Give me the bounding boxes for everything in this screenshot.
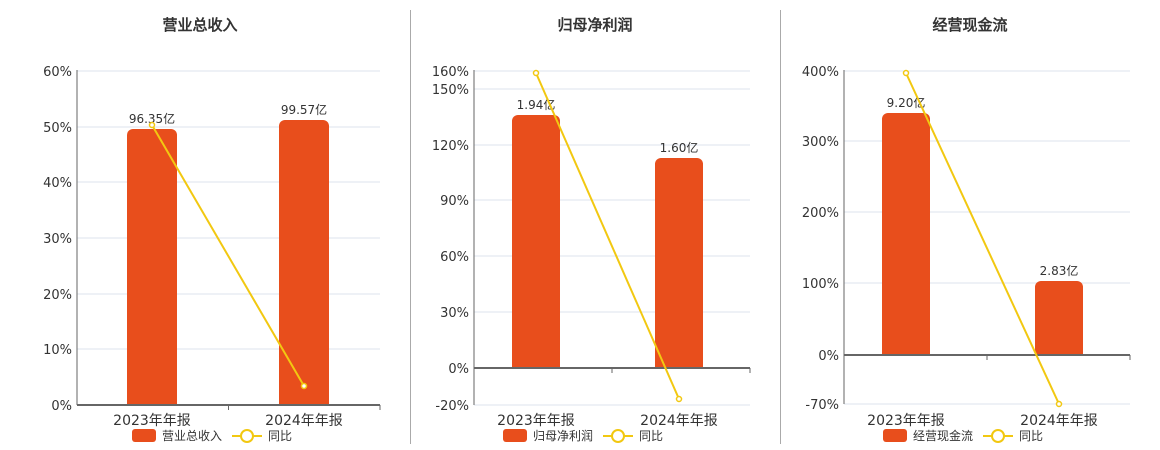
yoy-point [148,121,156,129]
line-legend-marker-icon [983,428,1014,443]
yoy-line [905,72,1060,405]
y-tick-label: 0% [51,399,72,414]
y-tick-label: 160% [432,65,469,80]
x-category-label: 2024年年报 [265,413,343,429]
line-legend-marker-icon [232,428,263,443]
legend-line-label[interactable]: 同比 [1019,429,1044,443]
y-tick-label: 60% [440,250,469,265]
chart-legend: 营业总收入 同比 [132,427,292,444]
panel-divider [410,10,411,444]
y-tick-label: 30% [440,306,469,321]
chart-plot-revenue: 60% 50% 40% 30% 20% 10% 0% 96.35亿 99.57亿 2023年年报 2… [43,65,381,429]
bar-fill [279,128,329,405]
legend-bar-label[interactable]: 经营现金流 [913,429,974,443]
y-tick-label: 0% [818,349,839,364]
bar-fill [127,137,177,405]
bar-value-label: 96.35亿 [129,111,175,126]
y-tick-label: 10% [43,343,72,358]
x-category-label: 2024年年报 [640,413,718,429]
chart-title: 营业总收入 [162,16,238,34]
bar-value-label: 99.57亿 [281,102,327,117]
legend-line-label[interactable]: 同比 [639,429,664,443]
chart-panel-revenue: 营业总收入 60% 50% 40% 30% 20% 10% 0% 96.35亿 99.57亿 20… [0,0,400,450]
chart-legend: 归母净利润 同比 [503,427,663,444]
y-tick-label: 300% [802,135,839,150]
yoy-point [1055,400,1063,408]
panel-divider [780,10,781,444]
bar-legend-swatch-icon [132,429,156,442]
y-tick-label: 30% [43,232,72,247]
bar-fill [1035,289,1083,355]
bar-value-label: 1.94亿 [517,97,556,112]
y-tick-label: 200% [802,206,839,221]
yoy-line [151,124,305,387]
chart-panel-operating-cash-flow: 经营现金流 400% 300% 200% 100% 0% -70% 9.20亿 2.83亿 20… [780,0,1160,450]
bar-value-label: 2.83亿 [1040,263,1079,278]
legend-bar-label[interactable]: 营业总收入 [162,429,223,443]
yoy-line [535,72,680,400]
chart-title: 经营现金流 [932,16,1008,34]
bar-legend-swatch-icon [883,429,907,442]
line-legend-marker-icon [603,428,634,443]
chart-plot-net-profit: 160% 150% 120% 90% 60% 30% 0% -20% 1.94亿 1.60亿 202… [432,65,751,429]
y-tick-label: 120% [432,139,469,154]
bar-fill [512,123,560,368]
y-tick-label: 50% [43,121,72,136]
x-category-label: 2023年年报 [867,413,945,429]
legend-bar-label[interactable]: 归母净利润 [533,429,594,443]
chart-plot-operating-cash-flow: 400% 300% 200% 100% 0% -70% 9.20亿 2.83亿 2023年年报 2… [802,65,1131,429]
y-tick-label: -70% [805,398,839,413]
chart-title: 归母净利润 [557,16,633,34]
x-category-label: 2023年年报 [497,413,575,429]
y-tick-label: 150% [432,83,469,98]
yoy-point [532,69,540,77]
y-tick-label: 20% [43,288,72,303]
x-category-label: 2023年年报 [113,413,191,429]
y-tick-label: 100% [802,277,839,292]
bar-legend-swatch-icon [503,429,527,442]
y-tick-label: 90% [440,194,469,209]
yoy-point [902,69,910,77]
y-tick-label: 400% [802,65,839,80]
y-tick-label: -20% [435,399,469,414]
y-tick-label: 40% [43,176,72,191]
x-category-label: 2024年年报 [1020,413,1098,429]
yoy-point [300,382,308,390]
y-tick-label: 60% [43,65,72,80]
bar-value-label: 1.60亿 [660,140,699,155]
bar-fill [655,166,703,368]
chart-legend: 经营现金流 同比 [883,427,1043,444]
yoy-point [675,395,683,403]
legend-line-label[interactable]: 同比 [268,429,293,443]
bar-value-label: 9.20亿 [887,95,926,110]
chart-panel-net-profit: 归母净利润 160% 150% 120% 90% 60% 30% 0% -20% 1.94亿 1.… [410,0,780,450]
y-tick-label: 0% [448,362,469,377]
bar-fill [882,121,930,355]
